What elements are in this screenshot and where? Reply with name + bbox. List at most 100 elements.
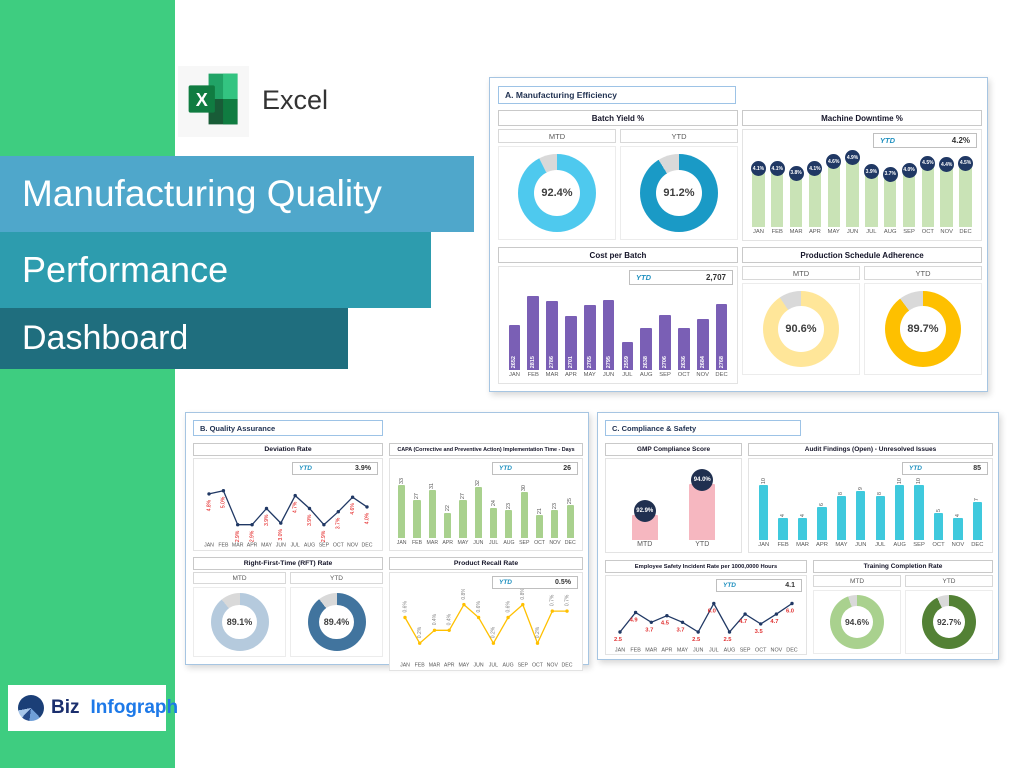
data-point bbox=[403, 615, 407, 620]
bar bbox=[959, 163, 972, 227]
training-ytd-header: YTD bbox=[905, 575, 993, 587]
category-label: AUG bbox=[502, 663, 513, 669]
category-label: MAY bbox=[583, 372, 596, 378]
bar-stack: 4.0% bbox=[900, 151, 919, 227]
bar-stack: 4.5% bbox=[918, 151, 937, 227]
bar-stack: 25 bbox=[563, 477, 578, 538]
data-point bbox=[774, 612, 779, 616]
bar-value-label: 2765 bbox=[586, 355, 593, 368]
audit-findings-ytd-chip: YTD 85 bbox=[902, 462, 988, 475]
training-donuts: 94.6% 92.7% bbox=[813, 590, 993, 654]
bar bbox=[940, 165, 953, 227]
section-safety-incident: Employee Safety Incident Rate per 1000,0… bbox=[605, 560, 807, 655]
excel-label: Excel bbox=[262, 85, 329, 115]
bar: 2706 bbox=[659, 315, 671, 370]
data-point bbox=[506, 615, 510, 620]
data-point bbox=[649, 620, 653, 624]
point-label: 2.9% bbox=[321, 530, 327, 542]
bar-column: 4.1% FEB bbox=[768, 151, 787, 237]
category-label: AUG bbox=[883, 229, 897, 235]
point-label: 0.4% bbox=[432, 613, 438, 625]
point-label: 0.8% bbox=[520, 589, 526, 600]
bar-value-label: 25 bbox=[567, 497, 574, 504]
line-chart-svg: 2.5JAN4.9FEB3.7MAR4.5APR3.7MAY2.5JUN6.0J… bbox=[614, 601, 798, 654]
bar-column: 22 APR bbox=[440, 477, 455, 548]
bar-column: 21 OCT bbox=[532, 477, 547, 548]
bar-stack: 23 bbox=[501, 477, 516, 538]
category-label: JUL bbox=[866, 229, 877, 235]
bar-stack: 23 bbox=[547, 477, 562, 538]
category-label: SEP bbox=[518, 663, 529, 669]
bar-stack: 4.1% bbox=[749, 151, 768, 227]
category-label: MAR bbox=[429, 663, 441, 669]
bar-stack: 2701 bbox=[561, 288, 580, 370]
bar-column: 31 MAR bbox=[425, 477, 440, 548]
bar-column: 4.0% SEP bbox=[900, 151, 919, 237]
safety-incident-title: Employee Safety Incident Rate per 1000,0… bbox=[605, 560, 807, 573]
bar-column: 2706 SEP bbox=[656, 288, 675, 380]
schedule-adherence-mtd-value: 90.6% bbox=[785, 323, 817, 335]
point-label: 0.6% bbox=[505, 601, 511, 613]
bar-value-label: 4.6% bbox=[826, 154, 842, 170]
training-ytd-box: 92.7% bbox=[905, 590, 993, 654]
bar-value-label: 94.0% bbox=[691, 468, 714, 491]
section-training: Training Completion Rate MTD YTD 94.6% 9… bbox=[813, 560, 993, 654]
data-point bbox=[365, 505, 369, 509]
bar-stack: 27 bbox=[455, 477, 470, 538]
category-label: JUL bbox=[709, 648, 719, 654]
bar: 2795 bbox=[602, 299, 615, 370]
bar-column: 2815 FEB bbox=[524, 288, 543, 380]
cost-per-batch-chart-box: YTD 2,707 2652 JAN 2815 FEB 2786 MAR 2701 APR 27… bbox=[498, 266, 738, 384]
training-mtd-header: MTD bbox=[813, 575, 901, 587]
gmp-title: GMP Compliance Score bbox=[605, 443, 742, 456]
point-label: 2.9% bbox=[249, 530, 255, 542]
bar bbox=[846, 158, 859, 227]
training-mtd-value: 94.6% bbox=[844, 617, 870, 627]
bar-column: 2768 DEC bbox=[712, 288, 731, 380]
category-label: APR bbox=[442, 540, 453, 546]
data-point bbox=[712, 601, 716, 606]
rft-ytd-value: 89.4% bbox=[323, 617, 350, 627]
data-point bbox=[565, 609, 569, 613]
page-title-line-3: Dashboard bbox=[0, 308, 348, 369]
category-label: MAY bbox=[261, 543, 272, 549]
bar-value-label: 9 bbox=[857, 486, 864, 490]
line-series bbox=[208, 489, 368, 526]
panel-c-header: C. Compliance & Safety bbox=[605, 420, 801, 436]
bar-value-label: 22 bbox=[444, 505, 451, 512]
section-schedule-adherence: Production Schedule Adherence MTD YTD 90… bbox=[742, 247, 982, 375]
bar-stack: 2636 bbox=[674, 288, 693, 370]
category-label: DEC bbox=[959, 229, 972, 235]
bar-value-label: 4.1% bbox=[769, 161, 785, 177]
bar bbox=[921, 163, 935, 227]
rft-donuts: 89.1% 89.4% bbox=[193, 587, 383, 657]
point-label: 4.7% bbox=[293, 501, 299, 513]
bar-stack: 2559 bbox=[618, 288, 637, 370]
category-label: APR bbox=[816, 542, 828, 548]
bar-value-label: 2786 bbox=[549, 355, 556, 368]
category-label: SEP bbox=[913, 542, 925, 548]
bar-column: 8 JUL bbox=[871, 477, 890, 550]
ytd-chip-label: YTD bbox=[909, 465, 922, 472]
bar-column: 10 JAN bbox=[754, 477, 773, 550]
bar-value-label: 27 bbox=[413, 492, 420, 499]
capa-title: CAPA (Corrective and Preventive Action) … bbox=[389, 443, 583, 456]
bar-column: 94.0% YTD bbox=[674, 467, 732, 550]
category-label: APR bbox=[564, 372, 577, 378]
rft-subheaders: MTD YTD bbox=[193, 572, 383, 584]
bar-stack: 5 bbox=[929, 477, 948, 540]
data-point bbox=[322, 523, 326, 527]
bar-stack: 2786 bbox=[543, 288, 562, 370]
schedule-adherence-mtd-header: MTD bbox=[742, 266, 860, 280]
bar bbox=[836, 496, 847, 540]
rft-ytd-donut: 89.4% bbox=[307, 593, 366, 651]
bar-value-label: 3.7% bbox=[882, 166, 898, 182]
category-label: OCT bbox=[333, 543, 345, 549]
bar-value-label: 24 bbox=[490, 500, 497, 507]
bar-value-label: 8 bbox=[838, 492, 845, 496]
bar-column: 4 NOV bbox=[948, 477, 967, 550]
category-label: FEB bbox=[777, 542, 789, 548]
bar-column: 92.9% MTD bbox=[616, 467, 674, 550]
bar bbox=[865, 172, 878, 227]
data-point bbox=[279, 521, 283, 525]
